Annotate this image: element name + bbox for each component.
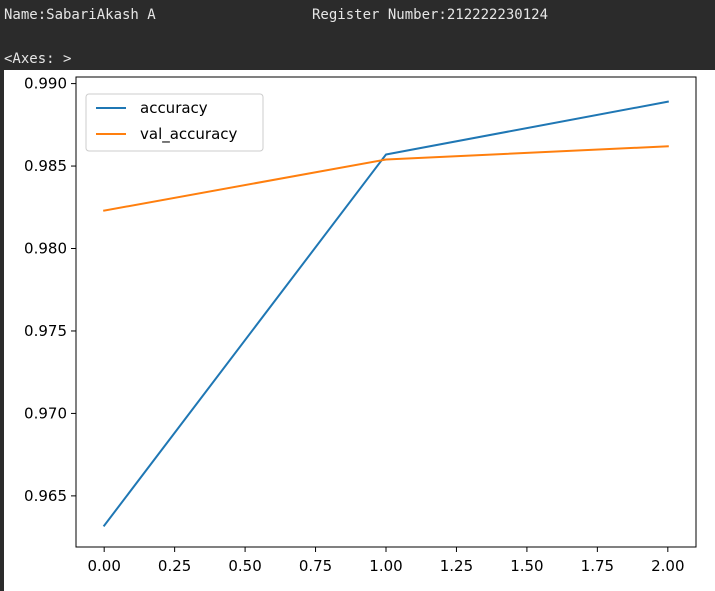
x-tick-label: 1.00 [369, 557, 402, 575]
x-tick-label: 0.75 [299, 557, 332, 575]
y-tick-label: 0.990 [24, 75, 67, 93]
x-tick-label: 0.25 [158, 557, 191, 575]
x-tick-label: 1.25 [440, 557, 473, 575]
y-tick-label: 0.975 [24, 322, 67, 340]
x-tick-label: 1.75 [581, 557, 614, 575]
plot-figure: 0.00 0.25 0.50 0.75 1.00 1.25 1.50 1.75 2.00 0.9… [4, 70, 715, 591]
series-line-accuracy [102, 100, 669, 528]
x-tick-label: 0.00 [87, 557, 120, 575]
legend-label-accuracy: accuracy [140, 99, 208, 117]
x-tick-label: 2.00 [651, 557, 684, 575]
x-tick-label: 0.50 [228, 557, 261, 575]
x-tick-label: 1.50 [510, 557, 543, 575]
y-axis-ticks: 0.965 0.970 0.975 0.980 0.985 0.990 [24, 75, 76, 505]
y-tick-label: 0.985 [24, 157, 67, 175]
y-tick-label: 0.980 [24, 240, 67, 258]
legend-box [85, 93, 264, 152]
y-tick-label: 0.965 [24, 487, 67, 505]
axes-repr-text: <Axes: > [4, 51, 72, 67]
legend: accuracy val_accuracy [85, 93, 264, 152]
series-line-val-accuracy [103, 145, 669, 212]
accuracy-line-chart: 0.00 0.25 0.50 0.75 1.00 1.25 1.50 1.75 2.00 0.9… [24, 75, 697, 575]
series-lines [102, 100, 669, 528]
register-number-text: Register Number:212222230124 [312, 7, 549, 23]
legend-label-val-accuracy: val_accuracy [140, 125, 238, 144]
x-axis-ticks: 0.00 0.25 0.50 0.75 1.00 1.25 1.50 1.75 2.00 [87, 547, 685, 575]
y-tick-label: 0.970 [24, 404, 67, 422]
name-text: Name:SabariAkash A [4, 7, 156, 23]
